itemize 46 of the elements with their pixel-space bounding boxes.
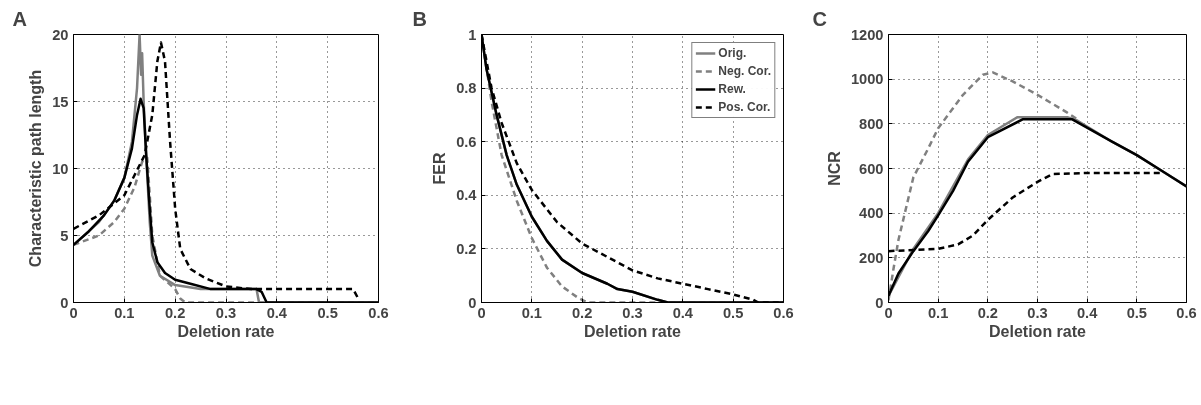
chart-title: C	[812, 7, 827, 30]
x-tick-label: 0.3	[1027, 304, 1048, 321]
x-axis-title: Deletion rate	[584, 322, 682, 340]
x-tick-label: 0.1	[521, 304, 543, 321]
y-axis-title: Characteristic path length	[27, 69, 45, 268]
x-axis-title: Deletion rate	[989, 322, 1087, 340]
x-tick-label: 0.5	[1126, 304, 1148, 321]
chart-title: B	[412, 7, 427, 30]
x-tick-label: 0.6	[1176, 304, 1197, 321]
y-tick-label: 20	[52, 26, 69, 43]
y-tick-label: 1200	[850, 26, 884, 43]
y-tick-label: 800	[859, 115, 884, 132]
x-axis-title: Deletion rate	[177, 322, 275, 340]
chart-title: A	[12, 7, 27, 30]
y-tick-label: 10	[52, 160, 69, 177]
x-tick-label: 0.6	[773, 304, 794, 321]
x-tick-label: 0.1	[927, 304, 949, 321]
y-tick-label: 0.2	[456, 240, 477, 257]
legend-label: Neg. Cor.	[718, 64, 771, 78]
y-axis-title: FER	[431, 152, 449, 185]
legend-label: Pos. Cor.	[718, 100, 771, 114]
x-tick-label: 0.2	[164, 304, 186, 321]
legend-label: Rew.	[718, 82, 746, 96]
y-tick-label: 600	[859, 160, 884, 177]
x-tick-label: 0.2	[571, 304, 593, 321]
x-tick-label: 0.1	[114, 304, 135, 321]
x-tick-label: 0.4	[1076, 304, 1099, 321]
y-tick-label: 15	[52, 93, 69, 110]
y-tick-label: 200	[859, 249, 884, 266]
x-tick-label: 0.5	[722, 304, 744, 321]
x-tick-label: 0.3	[215, 304, 237, 321]
x-tick-label: 0.2	[977, 304, 999, 321]
legend-label: Orig.	[718, 46, 747, 60]
y-tick-label: 0.8	[456, 80, 477, 97]
x-tick-label: 0.5	[317, 304, 338, 321]
x-tick-label: 0.4	[672, 304, 694, 321]
y-tick-label: 0.6	[456, 133, 477, 150]
y-tick-label: 0.4	[456, 187, 478, 204]
y-tick-label: 5	[60, 227, 69, 244]
y-axis-title: NCR	[825, 150, 843, 186]
x-tick-label: 0.3	[622, 304, 643, 321]
y-tick-label: 1000	[850, 71, 884, 88]
x-tick-label: 0.6	[368, 304, 389, 321]
y-tick-label: 400	[859, 205, 884, 222]
x-tick-label: 0.4	[266, 304, 288, 321]
y-tick-label: 1	[468, 26, 477, 43]
